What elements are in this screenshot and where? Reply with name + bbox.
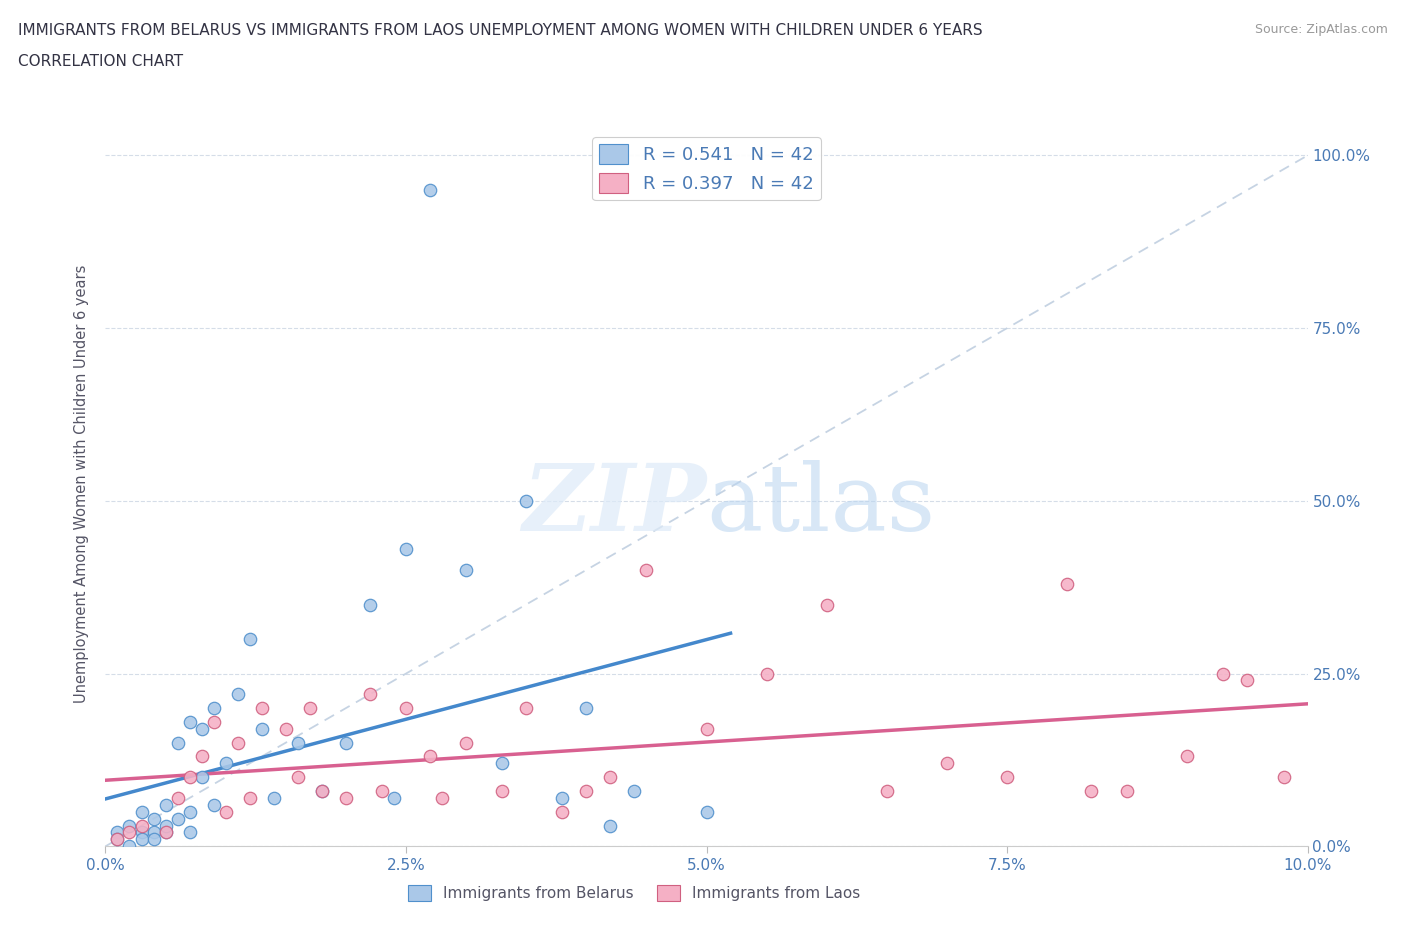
Point — [599, 770, 621, 785]
Point — [155, 825, 177, 840]
Point — [131, 825, 153, 840]
Point — [226, 736, 249, 751]
Point — [575, 700, 598, 715]
Point — [179, 804, 201, 819]
Point — [142, 811, 165, 826]
Point — [335, 790, 357, 805]
Point — [142, 825, 165, 840]
Point — [419, 182, 441, 197]
Point — [491, 756, 513, 771]
Point — [155, 818, 177, 833]
Point — [118, 839, 141, 854]
Text: atlas: atlas — [707, 460, 936, 551]
Point — [1236, 673, 1258, 688]
Point — [454, 736, 477, 751]
Point — [287, 770, 309, 785]
Point — [107, 832, 129, 847]
Point — [454, 563, 477, 578]
Point — [142, 832, 165, 847]
Point — [214, 804, 236, 819]
Point — [696, 804, 718, 819]
Point — [876, 784, 898, 799]
Point — [491, 784, 513, 799]
Point — [250, 722, 273, 737]
Point — [311, 784, 333, 799]
Point — [1056, 577, 1078, 591]
Point — [202, 797, 225, 812]
Text: Source: ZipAtlas.com: Source: ZipAtlas.com — [1254, 23, 1388, 36]
Point — [166, 790, 188, 805]
Point — [515, 700, 537, 715]
Point — [131, 818, 153, 833]
Point — [239, 631, 262, 646]
Point — [359, 597, 381, 612]
Point — [395, 542, 418, 557]
Point — [815, 597, 838, 612]
Point — [430, 790, 453, 805]
Point — [214, 756, 236, 771]
Point — [179, 714, 201, 729]
Point — [1175, 749, 1198, 764]
Point — [107, 825, 129, 840]
Point — [1080, 784, 1102, 799]
Point — [636, 563, 658, 578]
Point — [190, 722, 212, 737]
Point — [118, 825, 141, 840]
Text: IMMIGRANTS FROM BELARUS VS IMMIGRANTS FROM LAOS UNEMPLOYMENT AMONG WOMEN WITH CH: IMMIGRANTS FROM BELARUS VS IMMIGRANTS FR… — [18, 23, 983, 38]
Point — [1116, 784, 1139, 799]
Point — [371, 784, 394, 799]
Point — [515, 494, 537, 509]
Point — [551, 790, 574, 805]
Point — [335, 736, 357, 751]
Y-axis label: Unemployment Among Women with Children Under 6 years: Unemployment Among Women with Children U… — [75, 264, 90, 703]
Point — [202, 714, 225, 729]
Point — [107, 832, 129, 847]
Point — [131, 804, 153, 819]
Point — [298, 700, 321, 715]
Point — [155, 797, 177, 812]
Point — [311, 784, 333, 799]
Point — [551, 804, 574, 819]
Point — [395, 700, 418, 715]
Point — [755, 666, 778, 681]
Point — [131, 832, 153, 847]
Point — [623, 784, 645, 799]
Point — [190, 770, 212, 785]
Text: ZIP: ZIP — [522, 460, 707, 551]
Point — [250, 700, 273, 715]
Point — [936, 756, 959, 771]
Point — [575, 784, 598, 799]
Point — [202, 700, 225, 715]
Point — [274, 722, 297, 737]
Point — [226, 687, 249, 702]
Point — [190, 749, 212, 764]
Point — [995, 770, 1018, 785]
Text: CORRELATION CHART: CORRELATION CHART — [18, 54, 183, 69]
Point — [166, 811, 188, 826]
Point — [419, 749, 441, 764]
Point — [118, 818, 141, 833]
Point — [179, 825, 201, 840]
Point — [166, 736, 188, 751]
Point — [359, 687, 381, 702]
Point — [179, 770, 201, 785]
Legend: Immigrants from Belarus, Immigrants from Laos: Immigrants from Belarus, Immigrants from… — [402, 880, 866, 908]
Point — [263, 790, 285, 805]
Point — [696, 722, 718, 737]
Point — [287, 736, 309, 751]
Point — [1272, 770, 1295, 785]
Point — [1212, 666, 1234, 681]
Point — [599, 818, 621, 833]
Point — [239, 790, 262, 805]
Point — [155, 825, 177, 840]
Point — [382, 790, 405, 805]
